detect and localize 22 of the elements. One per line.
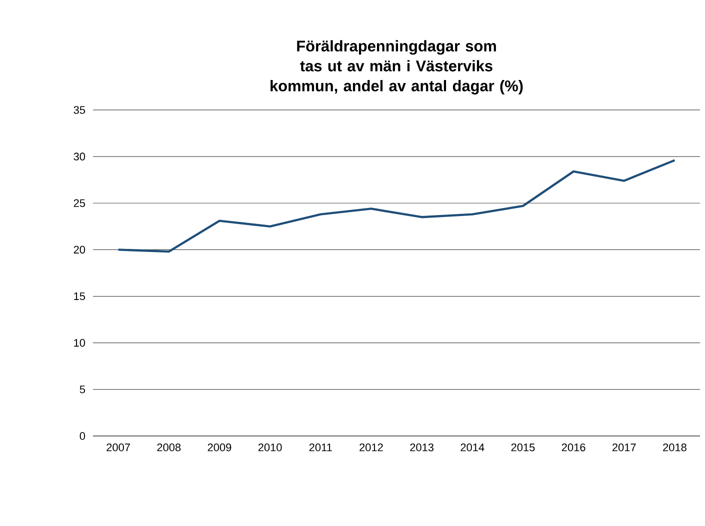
- y-tick-label: 10: [74, 338, 86, 347]
- x-tick-label: 2008: [157, 444, 181, 452]
- y-tick-label: 15: [74, 292, 86, 300]
- y-tick-label: 0: [80, 432, 86, 440]
- y-tick-label: 25: [74, 199, 86, 208]
- x-tick-label: 2018: [663, 444, 686, 452]
- x-tick-label: 2012: [360, 444, 383, 452]
- y-tick-label: 30: [74, 152, 86, 160]
- x-tick-label: 2007: [106, 444, 130, 452]
- y-tick-label: 35: [74, 106, 86, 114]
- x-tick-label: 2013: [410, 444, 434, 452]
- y-tick-label: 20: [74, 246, 86, 254]
- x-tick-label: 2014: [460, 444, 484, 452]
- line-series: [117, 159, 676, 253]
- x-tick-label: 2017: [612, 444, 636, 452]
- x-tick-label: 2010: [258, 444, 282, 452]
- chart-title: Föräldrapenningdagar som tas ut av män i Västerviks kommun, andel av antal dagar (%): [270, 40, 523, 94]
- y-tick-label: 5: [80, 386, 86, 394]
- x-tick-label: 2011: [309, 444, 332, 452]
- x-tick-label: 2016: [562, 444, 586, 452]
- x-tick-label: 2009: [208, 444, 232, 452]
- x-tick-label: 2015: [511, 444, 535, 452]
